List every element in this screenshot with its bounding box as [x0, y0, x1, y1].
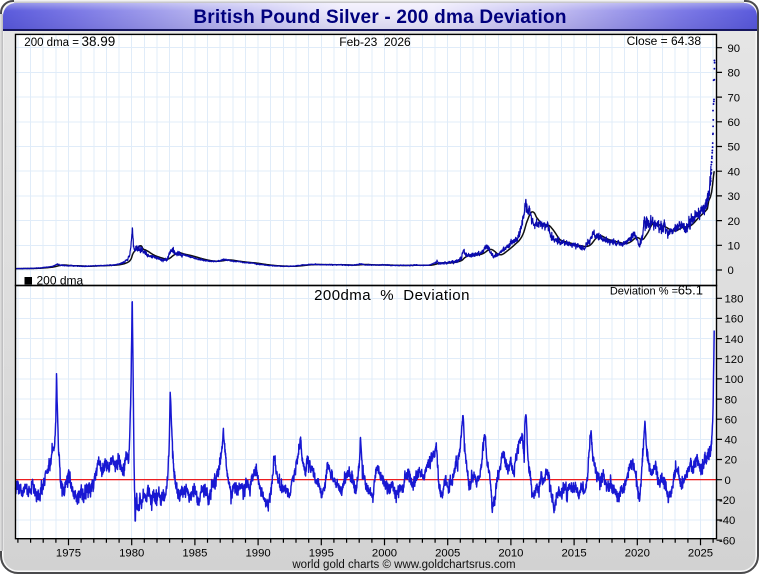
- svg-text:180: 180: [725, 294, 744, 306]
- svg-text:50: 50: [728, 142, 741, 154]
- svg-text:40: 40: [725, 435, 738, 447]
- svg-text:Close = 64.38: Close = 64.38: [627, 34, 702, 48]
- svg-text:30: 30: [728, 191, 741, 203]
- svg-text:90: 90: [728, 43, 741, 55]
- svg-text:100: 100: [725, 374, 744, 386]
- svg-text:200 dma =: 200 dma =: [24, 37, 79, 49]
- svg-text:1980: 1980: [119, 548, 144, 560]
- svg-text:1975: 1975: [56, 548, 81, 560]
- svg-text:160: 160: [725, 314, 744, 326]
- svg-text:1985: 1985: [182, 548, 207, 560]
- svg-text:80: 80: [725, 394, 738, 406]
- svg-text:65.1: 65.1: [678, 283, 703, 298]
- svg-text:2015: 2015: [562, 548, 587, 560]
- svg-text:70: 70: [728, 92, 741, 104]
- svg-text:-60: -60: [719, 535, 735, 547]
- svg-text:200 dma: 200 dma: [37, 274, 84, 288]
- svg-text:38.99: 38.99: [82, 34, 116, 49]
- svg-text:Feb-23 2026: Feb-23 2026: [339, 35, 411, 49]
- svg-text:140: 140: [725, 334, 744, 346]
- svg-text:world gold charts © www.goldch: world gold charts © www.goldchartsrus.co…: [291, 559, 515, 571]
- svg-text:0: 0: [728, 265, 734, 277]
- svg-text:0: 0: [725, 475, 731, 487]
- svg-text:60: 60: [725, 414, 738, 426]
- svg-text:20: 20: [728, 216, 741, 228]
- svg-text:2000: 2000: [372, 548, 397, 560]
- svg-text:60: 60: [728, 117, 741, 129]
- svg-text:-20: -20: [719, 495, 735, 507]
- svg-text:2005: 2005: [435, 548, 460, 560]
- svg-text:-40: -40: [719, 515, 735, 527]
- svg-text:1990: 1990: [246, 548, 271, 560]
- svg-text:120: 120: [725, 354, 744, 366]
- svg-text:40: 40: [728, 166, 741, 178]
- svg-text:2010: 2010: [498, 548, 523, 560]
- svg-text:20: 20: [725, 455, 738, 467]
- svg-text:2020: 2020: [625, 548, 650, 560]
- svg-text:Deviation % =: Deviation % =: [610, 286, 678, 298]
- svg-text:1995: 1995: [309, 548, 334, 560]
- svg-text:80: 80: [728, 68, 741, 80]
- svg-text:2025: 2025: [688, 548, 713, 560]
- svg-text:200dma % Deviation: 200dma % Deviation: [314, 287, 470, 304]
- svg-text:10: 10: [728, 241, 741, 253]
